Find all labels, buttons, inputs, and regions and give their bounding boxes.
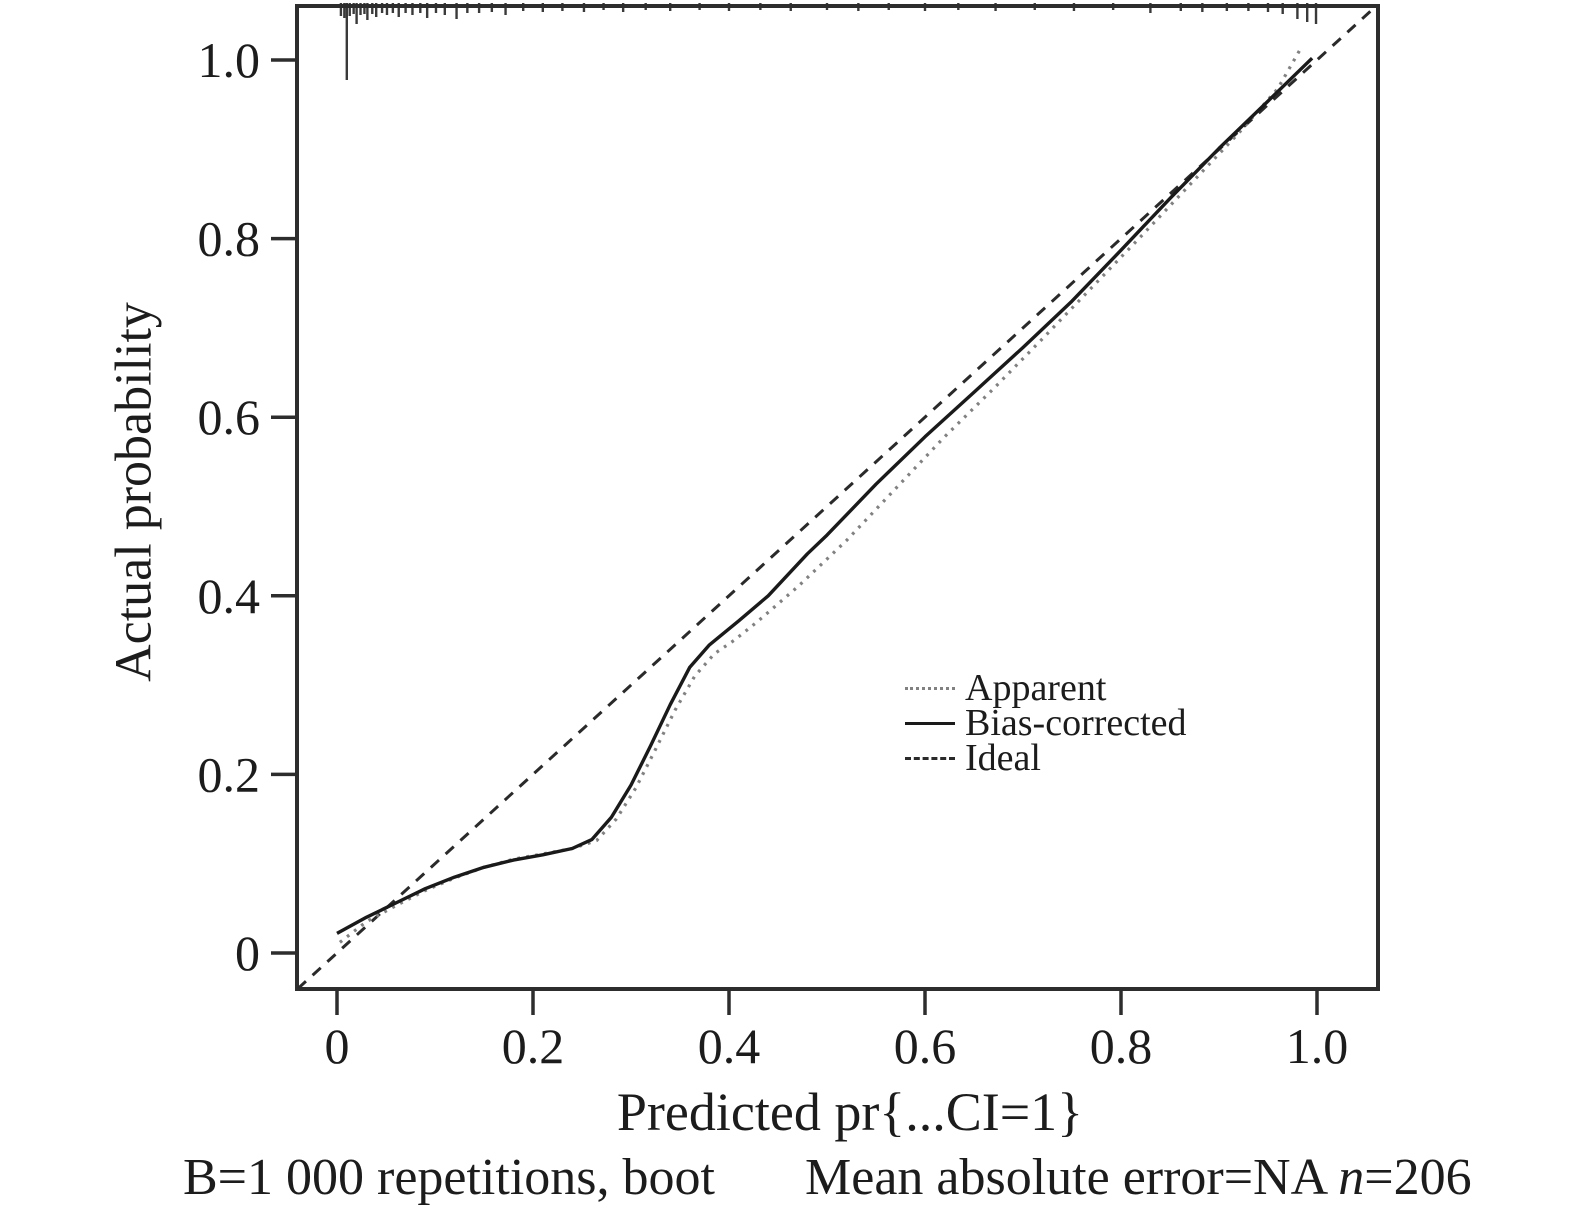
x-axis-tick-label: 1.0 [1286,1018,1349,1074]
x-axis-tick-label: 0.2 [502,1018,565,1074]
ideal-line-sample [905,757,955,760]
curve-apparent [338,44,1304,944]
legend-label-ideal: Ideal [965,737,1041,779]
y-axis-tick-label: 0.4 [198,568,261,624]
x-axis-tick-label: 0.8 [1090,1018,1153,1074]
footer-error-n: Mean absolute error=NA n=206 [805,1148,1472,1207]
y-axis-tick-label: 1.0 [198,32,261,88]
curve-ideal [296,7,1375,990]
bias-corrected-line-sample [905,722,955,725]
legend-label-bias-corrected: Bias-corrected [965,702,1187,744]
y-axis-tick-label: 0 [235,925,260,981]
legend-item-apparent: Apparent [905,667,1187,709]
footer-repetitions: B=1 000 repetitions, boot [183,1149,715,1206]
y-axis-tick-label: 0.8 [198,211,261,267]
x-axis-tick-label: 0.6 [894,1018,957,1074]
y-axis-tick-label: 0.6 [198,389,261,445]
apparent-line-sample [905,687,955,690]
plot-border [295,4,1380,991]
x-axis-tick-label: 0 [325,1018,350,1074]
legend-label-apparent: Apparent [965,667,1107,709]
legend-item-bias-corrected: Bias-corrected [905,702,1187,744]
x-axis-title: Predicted pr{...CI=1} [616,1082,1084,1142]
legend-item-ideal: Ideal [905,737,1187,779]
footer-n-symbol: n [1338,1149,1365,1206]
y-axis-tick-label: 0.2 [198,746,261,802]
footer-n-value: =206 [1364,1149,1472,1206]
legend: Apparent Bias-corrected Ideal [905,667,1187,779]
x-axis-tick-label: 0.4 [698,1018,761,1074]
footer-error-text: Mean absolute error=NA [805,1149,1339,1206]
curve-bias-corrected [336,56,1314,935]
y-axis-title: Actual probability [105,302,163,682]
